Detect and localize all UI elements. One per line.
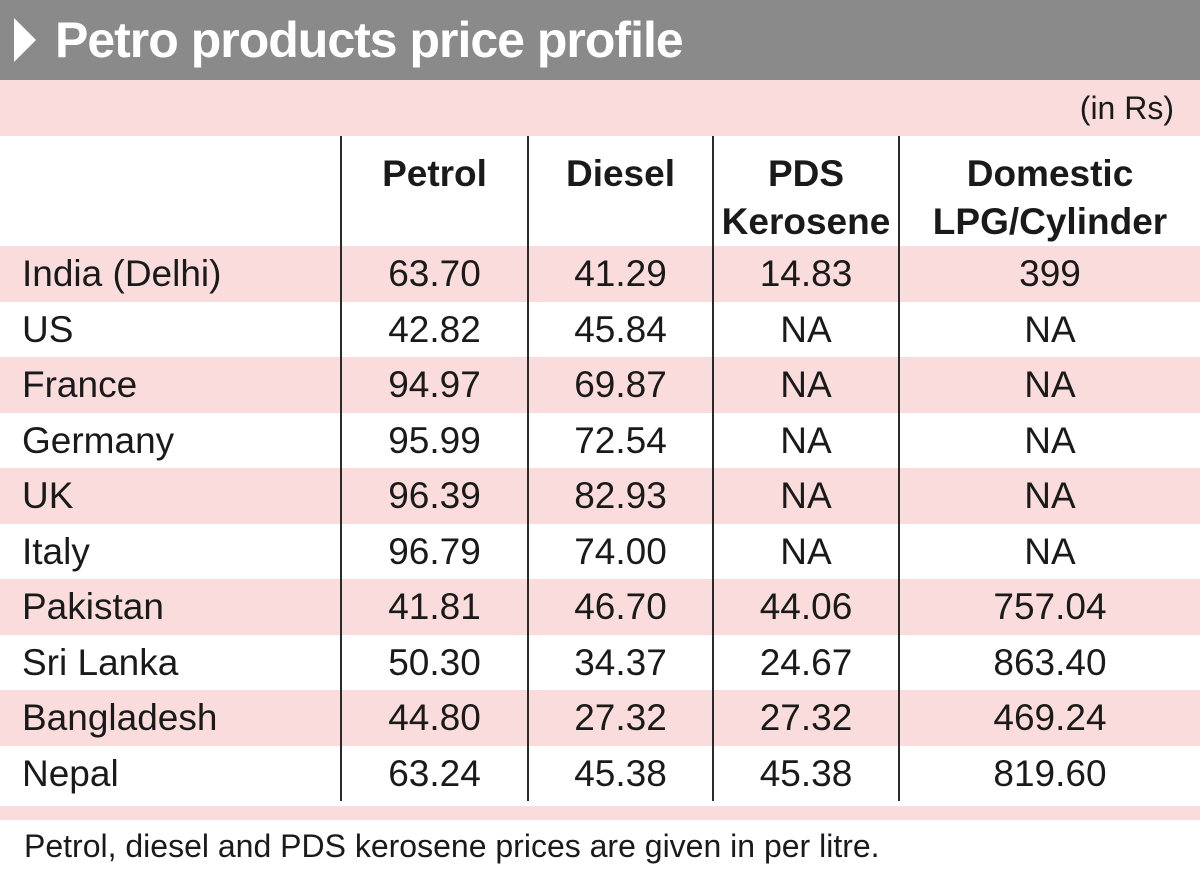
arrow-icon — [14, 18, 36, 62]
header-pds-kerosene: PDS Kerosene — [712, 136, 899, 246]
cell-diesel: 72.54 — [527, 412, 713, 468]
cell-pds-kerosene: 45.38 — [712, 745, 899, 801]
cell-diesel: 34.37 — [527, 634, 713, 690]
cell-diesel: 69.87 — [527, 357, 713, 413]
cell-pds-kerosene: NA — [712, 468, 899, 524]
cell-diesel: 82.93 — [527, 468, 713, 524]
title-band — [0, 0, 1200, 80]
cell-petrol: 44.80 — [340, 690, 528, 746]
cell-petrol: 50.30 — [340, 634, 528, 690]
table-row: Pakistan 41.81 46.70 44.06 757.04 — [0, 579, 1200, 635]
table-row: India (Delhi) 63.70 41.29 14.83 399 — [0, 246, 1200, 302]
cell-country: Germany — [0, 412, 341, 468]
cell-pds-kerosene: NA — [712, 301, 899, 357]
cell-diesel: 27.32 — [527, 690, 713, 746]
cell-pds-kerosene: NA — [712, 412, 899, 468]
cell-domestic-lpg: 399 — [898, 246, 1200, 302]
header-domestic-lpg: Domestic LPG/Cylinder — [898, 136, 1200, 246]
table-row: France 94.97 69.87 NA NA — [0, 357, 1200, 413]
table-row: UK 96.39 82.93 NA NA — [0, 468, 1200, 524]
cell-pds-kerosene: 24.67 — [712, 634, 899, 690]
cell-country: India (Delhi) — [0, 246, 341, 302]
table-row: Italy 96.79 74.00 NA NA — [0, 523, 1200, 579]
cell-petrol: 96.79 — [340, 523, 528, 579]
footer-band — [0, 806, 1200, 820]
cell-domestic-lpg: NA — [898, 357, 1200, 413]
cell-country: US — [0, 301, 341, 357]
price-table: Petrol Diesel PDS Kerosene Domestic LPG/Cy… — [0, 136, 1200, 801]
table-row: Germany 95.99 72.54 NA NA — [0, 412, 1200, 468]
cell-domestic-lpg: 757.04 — [898, 579, 1200, 635]
table-row: Bangladesh 44.80 27.32 27.32 469.24 — [0, 690, 1200, 746]
table-row: Nepal 63.24 45.38 45.38 819.60 — [0, 745, 1200, 801]
cell-domestic-lpg: NA — [898, 301, 1200, 357]
cell-country: Bangladesh — [0, 690, 341, 746]
chart-title: Petro products price profile — [55, 12, 684, 68]
cell-petrol: 95.99 — [340, 412, 528, 468]
cell-country: Italy — [0, 523, 341, 579]
cell-domestic-lpg: NA — [898, 412, 1200, 468]
cell-petrol: 41.81 — [340, 579, 528, 635]
cell-domestic-lpg: 469.24 — [898, 690, 1200, 746]
cell-petrol: 63.24 — [340, 745, 528, 801]
cell-diesel: 41.29 — [527, 246, 713, 302]
cell-country: Nepal — [0, 745, 341, 801]
cell-domestic-lpg: NA — [898, 523, 1200, 579]
table-row: Sri Lanka 50.30 34.37 24.67 863.40 — [0, 634, 1200, 690]
cell-pds-kerosene: 14.83 — [712, 246, 899, 302]
cell-pds-kerosene: NA — [712, 357, 899, 413]
cell-country: Pakistan — [0, 579, 341, 635]
cell-pds-kerosene: 44.06 — [712, 579, 899, 635]
cell-pds-kerosene: NA — [712, 523, 899, 579]
footnote: Petrol, diesel and PDS kerosene prices a… — [24, 828, 880, 864]
header-country — [0, 136, 341, 246]
cell-diesel: 45.84 — [527, 301, 713, 357]
header-petrol: Petrol — [340, 136, 528, 246]
cell-domestic-lpg: NA — [898, 468, 1200, 524]
cell-petrol: 42.82 — [340, 301, 528, 357]
cell-domestic-lpg: 819.60 — [898, 745, 1200, 801]
header-row: Petrol Diesel PDS Kerosene Domestic LPG/Cy… — [0, 136, 1200, 246]
table-row: US 42.82 45.84 NA NA — [0, 301, 1200, 357]
cell-pds-kerosene: 27.32 — [712, 690, 899, 746]
cell-country: Sri Lanka — [0, 634, 341, 690]
cell-petrol: 96.39 — [340, 468, 528, 524]
header-diesel: Diesel — [527, 136, 713, 246]
table-body: India (Delhi) 63.70 41.29 14.83 399 US 42.82 45… — [0, 246, 1200, 801]
cell-country: UK — [0, 468, 341, 524]
unit-band — [0, 80, 1200, 136]
cell-petrol: 94.97 — [340, 357, 528, 413]
unit-label: (in Rs) — [1079, 90, 1174, 126]
cell-diesel: 74.00 — [527, 523, 713, 579]
cell-diesel: 45.38 — [527, 745, 713, 801]
table-header: Petrol Diesel PDS Kerosene Domestic LPG/Cy… — [0, 136, 1200, 246]
cell-petrol: 63.70 — [340, 246, 528, 302]
cell-diesel: 46.70 — [527, 579, 713, 635]
cell-country: France — [0, 357, 341, 413]
cell-domestic-lpg: 863.40 — [898, 634, 1200, 690]
